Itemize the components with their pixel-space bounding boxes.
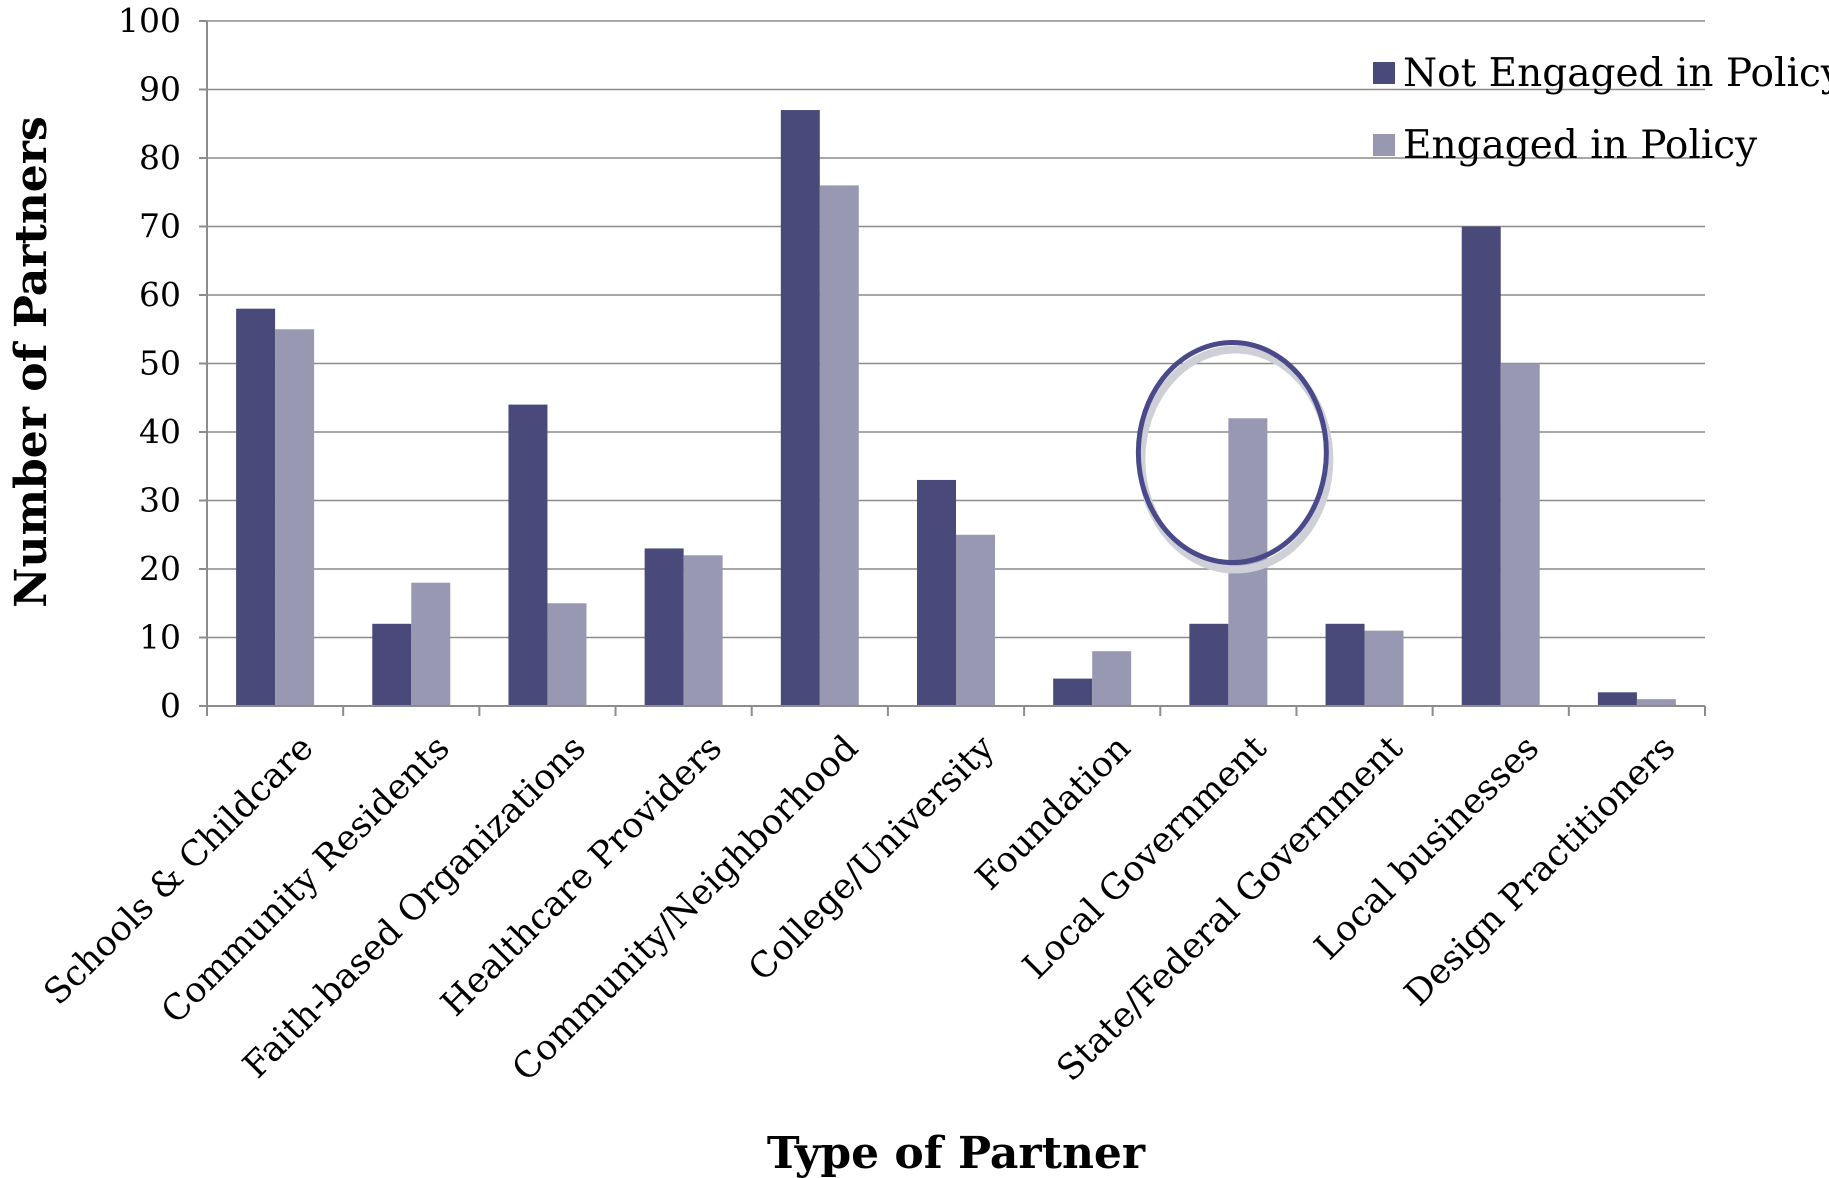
y-tick-label: 10 bbox=[139, 618, 181, 657]
bar-engaged-5 bbox=[819, 185, 859, 706]
bar-engaged-4 bbox=[683, 555, 723, 706]
bar-not-engaged-6 bbox=[917, 479, 956, 706]
legend-swatch-not-engaged bbox=[1373, 62, 1395, 84]
bar-not-engaged-8 bbox=[1189, 623, 1229, 706]
bar-not-engaged-2 bbox=[372, 623, 412, 706]
legend-label-not-engaged: Not Engaged in Policy bbox=[1403, 51, 1829, 96]
bar-not-engaged-4 bbox=[644, 548, 684, 706]
bar-engaged-7 bbox=[1092, 651, 1132, 706]
bar-engaged-1 bbox=[275, 329, 315, 706]
x-tick-label: Community Residents bbox=[154, 728, 458, 1032]
bar-engaged-3 bbox=[547, 603, 587, 706]
y-tick-label: 100 bbox=[118, 1, 181, 40]
y-tick-label: 20 bbox=[139, 549, 181, 588]
bar-engaged-6 bbox=[956, 534, 995, 706]
legend-swatch-engaged bbox=[1373, 134, 1395, 156]
bar-engaged-10 bbox=[1500, 363, 1540, 706]
y-tick-label: 90 bbox=[139, 70, 181, 109]
bar-not-engaged-5 bbox=[780, 110, 820, 707]
x-tick-label: College/University bbox=[741, 728, 1002, 989]
axes bbox=[199, 20, 1706, 716]
x-tick-label: Schools & Childcare bbox=[37, 728, 322, 1013]
bar-not-engaged-10 bbox=[1461, 226, 1501, 706]
legend-label-engaged: Engaged in Policy bbox=[1403, 123, 1757, 168]
y-axis-title: Number of Partners bbox=[6, 116, 57, 607]
y-tick-label: 50 bbox=[139, 344, 181, 383]
bars bbox=[236, 110, 1676, 707]
x-tick-label: Design Practitioners bbox=[1397, 728, 1683, 1014]
y-tick-label: 0 bbox=[160, 686, 181, 725]
annotations bbox=[1135, 340, 1334, 574]
gridlines bbox=[207, 20, 1705, 639]
y-tick-label: 60 bbox=[139, 275, 181, 314]
legend: Not Engaged in Policy Engaged in Policy bbox=[1373, 51, 1829, 168]
y-tick-label: 30 bbox=[139, 481, 181, 520]
highlight-ellipse bbox=[1135, 340, 1329, 566]
bar-engaged-11 bbox=[1636, 699, 1676, 706]
bar-not-engaged-9 bbox=[1325, 623, 1365, 706]
highlight-ellipse-shadow bbox=[1137, 345, 1334, 574]
bar-not-engaged-7 bbox=[1053, 678, 1093, 706]
x-axis-title: Type of Partner bbox=[767, 1128, 1146, 1178]
bar-not-engaged-11 bbox=[1597, 692, 1637, 706]
x-tick-label: Healthcare Providers bbox=[434, 728, 730, 1024]
bar-engaged-2 bbox=[411, 582, 451, 706]
bar-engaged-9 bbox=[1364, 630, 1404, 706]
x-tick-label: Local Government bbox=[1016, 728, 1275, 987]
bar-not-engaged-1 bbox=[236, 308, 276, 706]
bar-not-engaged-3 bbox=[508, 404, 548, 706]
x-tick-label: Local businesses bbox=[1307, 728, 1547, 968]
y-tick-label: 70 bbox=[139, 207, 181, 246]
y-tick-label: 80 bbox=[139, 138, 181, 177]
y-tick-labels: 0 10 20 30 40 50 60 70 80 90 100 bbox=[118, 1, 181, 725]
y-tick-label: 40 bbox=[139, 412, 181, 451]
